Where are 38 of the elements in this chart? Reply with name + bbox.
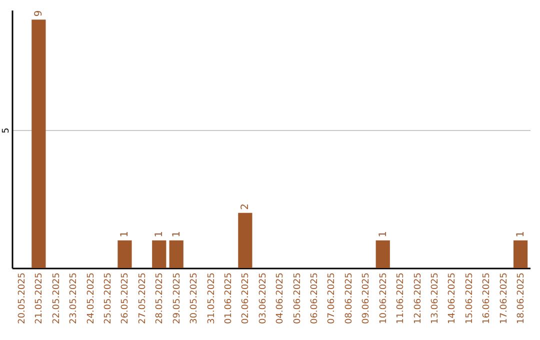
- data-label: 2: [240, 203, 252, 210]
- x-tick-label: 02.06.2025: [241, 272, 252, 324]
- x-tick-label: 01.06.2025: [224, 272, 234, 324]
- x-tick-label: 10.06.2025: [378, 272, 389, 324]
- x-tick-label: 29.05.2025: [172, 272, 182, 324]
- x-tick-label: 24.05.2025: [86, 272, 96, 324]
- x-tick-label: 27.05.2025: [138, 272, 148, 324]
- x-tick-label: 06.06.2025: [310, 272, 320, 324]
- x-tick-label: 15.06.2025: [464, 272, 475, 324]
- x-tick-label: 23.05.2025: [69, 272, 80, 324]
- x-tick-label: 13.06.2025: [430, 272, 440, 324]
- data-label: 1: [154, 231, 166, 238]
- y-tick-label: 5: [2, 128, 12, 134]
- x-tick-label: 03.06.2025: [258, 272, 268, 324]
- x-tick-label: 11.06.2025: [396, 272, 406, 324]
- x-tick-label: 16.06.2025: [482, 272, 492, 324]
- x-tick-label: 14.06.2025: [448, 272, 458, 324]
- x-tick-label: 09.06.2025: [362, 272, 372, 324]
- x-tick-label: 08.06.2025: [344, 272, 354, 324]
- data-label: 1: [516, 231, 527, 238]
- data-label: 9: [34, 10, 45, 17]
- data-label: 1: [171, 231, 182, 238]
- x-tick-label: 22.05.2025: [52, 272, 62, 324]
- x-tick-label: 25.05.2025: [104, 272, 114, 324]
- x-tick-label: 17.06.2025: [499, 272, 510, 324]
- x-tick-label: 18.06.2025: [516, 272, 527, 324]
- data-label: 1: [378, 231, 389, 238]
- data-label: 1: [120, 231, 131, 238]
- x-tick-label: 21.05.2025: [34, 272, 45, 324]
- x-tick-label: 30.05.2025: [190, 272, 200, 324]
- x-tick-label: 07.06.2025: [327, 272, 338, 324]
- x-tick-label: 05.06.2025: [292, 272, 303, 324]
- x-tick-label: 26.05.2025: [120, 272, 131, 324]
- x-tick-label: 04.06.2025: [276, 272, 286, 324]
- x-tick-label: 20.05.2025: [17, 272, 28, 324]
- x-tick-label: 28.05.2025: [155, 272, 166, 324]
- x-tick-label: 12.06.2025: [413, 272, 424, 324]
- x-tick-label: 31.05.2025: [206, 272, 217, 324]
